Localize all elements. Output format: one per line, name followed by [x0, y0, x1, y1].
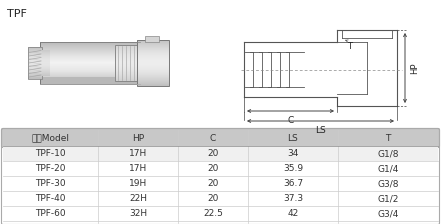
Bar: [28, 47, 42, 79]
Bar: [137, 40, 169, 86]
Text: LS: LS: [315, 126, 326, 135]
Text: 17H: 17H: [129, 164, 147, 173]
Text: T: T: [385, 134, 391, 142]
Text: 17H: 17H: [129, 149, 147, 158]
Text: TPF-10: TPF-10: [35, 149, 66, 158]
Text: 36.7: 36.7: [283, 179, 303, 188]
Text: 32H: 32H: [129, 209, 147, 218]
Bar: [115, 45, 137, 81]
Bar: [3, 206, 438, 221]
Text: TPF-40: TPF-40: [35, 194, 66, 203]
Text: G3/8: G3/8: [377, 179, 399, 188]
Text: 20: 20: [207, 149, 219, 158]
Text: TPF-30: TPF-30: [35, 179, 66, 188]
Text: 型号Model: 型号Model: [31, 134, 70, 142]
Text: TPF-20: TPF-20: [35, 164, 66, 173]
Text: 35.9: 35.9: [283, 164, 303, 173]
FancyBboxPatch shape: [1, 129, 440, 147]
Text: 34: 34: [288, 149, 299, 158]
Text: HP: HP: [410, 62, 419, 74]
Text: 19H: 19H: [129, 179, 147, 188]
Text: G1/8: G1/8: [377, 149, 399, 158]
Text: G3/4: G3/4: [377, 209, 399, 218]
Text: 37.3: 37.3: [283, 194, 303, 203]
Text: 42: 42: [288, 209, 299, 218]
Text: G1/4: G1/4: [377, 164, 399, 173]
Text: 20: 20: [207, 164, 219, 173]
Text: HP: HP: [132, 134, 144, 142]
Text: G1/2: G1/2: [377, 194, 399, 203]
Text: 22.5: 22.5: [203, 209, 223, 218]
Text: TPF-60: TPF-60: [35, 209, 66, 218]
Text: 22H: 22H: [129, 194, 147, 203]
Text: T: T: [348, 42, 352, 51]
Bar: [3, 176, 438, 191]
Bar: [145, 36, 159, 42]
Text: C: C: [210, 134, 216, 142]
Text: C: C: [288, 116, 294, 125]
Bar: [3, 146, 438, 161]
Text: 20: 20: [207, 179, 219, 188]
Text: TPF: TPF: [7, 9, 27, 19]
Bar: [3, 161, 438, 176]
Text: LS: LS: [288, 134, 299, 142]
Text: 20: 20: [207, 194, 219, 203]
Bar: [40, 42, 140, 84]
Bar: [3, 191, 438, 206]
